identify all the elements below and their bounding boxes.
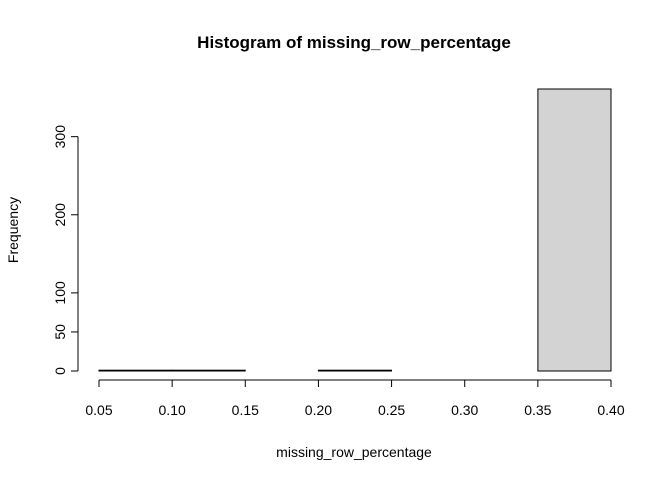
bars-group xyxy=(98,88,612,372)
y-axis-label: Frequency xyxy=(5,197,21,263)
x-axis-label: missing_row_percentage xyxy=(276,444,432,460)
x-tick-label-7: 0.40 xyxy=(597,402,624,418)
x-tick-label-4: 0.25 xyxy=(378,402,405,418)
x-tick-label-5: 0.30 xyxy=(451,402,478,418)
y-tick-label-1: 50 xyxy=(52,324,68,340)
histogram-bar-3 xyxy=(317,369,392,372)
y-tick-label-2: 100 xyxy=(52,281,68,305)
x-tick-label-6: 0.35 xyxy=(524,402,551,418)
x-tick-label-0: 0.05 xyxy=(85,402,112,418)
x-axis: 0.05 0.10 0.15 0.20 0.25 0.30 0.35 0.40 xyxy=(85,379,625,418)
histogram-bar-6 xyxy=(537,88,612,372)
histogram-bar-1 xyxy=(171,369,246,372)
y-axis: 0 50 100 200 300 xyxy=(52,125,79,375)
chart-title: Histogram of missing_row_percentage xyxy=(197,33,511,52)
x-tick-label-1: 0.10 xyxy=(159,402,186,418)
x-tick-label-2: 0.15 xyxy=(232,402,259,418)
y-tick-label-3: 200 xyxy=(52,203,68,227)
x-tick-label-3: 0.20 xyxy=(305,402,332,418)
y-tick-label-0: 0 xyxy=(52,367,68,375)
histogram-bar-0 xyxy=(98,369,173,372)
y-tick-label-4: 300 xyxy=(52,125,68,149)
